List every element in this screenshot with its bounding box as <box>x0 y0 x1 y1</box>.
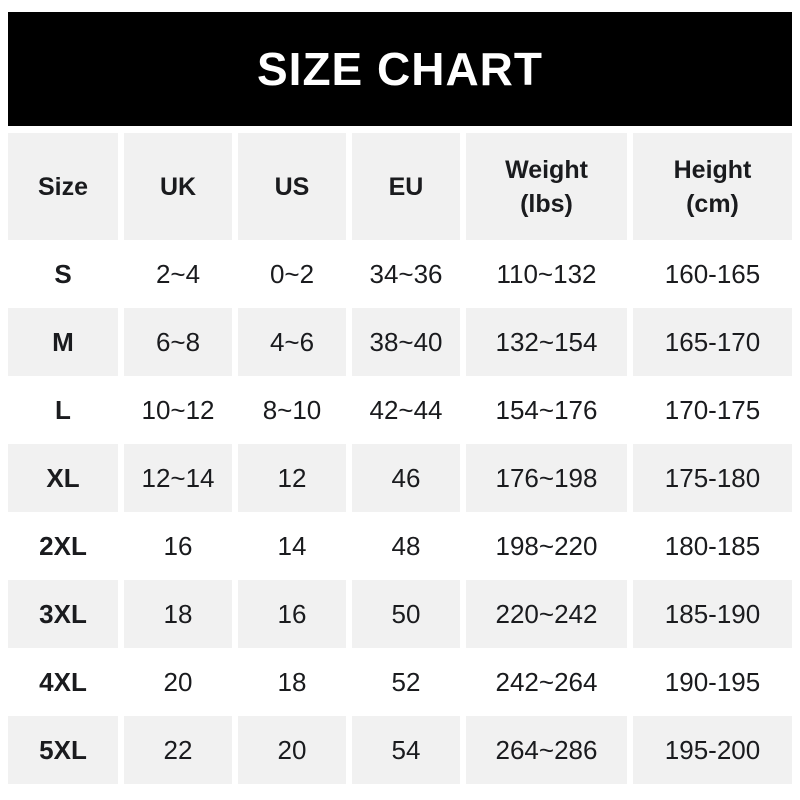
cell-us: 4~6 <box>238 308 346 376</box>
cell-height: 190-195 <box>633 648 792 716</box>
cell-us: 8~10 <box>238 376 346 444</box>
cell-weight: 220~242 <box>466 580 627 648</box>
table-row-l: L 10~12 8~10 42~44 154~176 170-175 <box>8 376 792 444</box>
header-label: Weight <box>505 155 588 184</box>
table-row-m: M 6~8 4~6 38~40 132~154 165-170 <box>8 308 792 376</box>
header-sublabel: (lbs) <box>520 189 573 218</box>
cell-eu: 46 <box>352 444 460 512</box>
header-label: Height <box>673 155 752 184</box>
cell-eu: 34~36 <box>352 240 460 308</box>
header-cell-us: US <box>238 133 346 240</box>
cell-us: 18 <box>238 648 346 716</box>
cell-eu: 42~44 <box>352 376 460 444</box>
header-cell-height: Height (cm) <box>633 133 792 240</box>
cell-uk: 12~14 <box>124 444 232 512</box>
cell-height: 175-180 <box>633 444 792 512</box>
cell-us: 14 <box>238 512 346 580</box>
cell-weight: 110~132 <box>466 240 627 308</box>
cell-eu: 54 <box>352 716 460 784</box>
table-row-2xl: 2XL 16 14 48 198~220 180-185 <box>8 512 792 580</box>
cell-height: 170-175 <box>633 376 792 444</box>
header-cell-eu: EU <box>352 133 460 240</box>
header-cell-weight: Weight (lbs) <box>466 133 627 240</box>
table-row-s: S 2~4 0~2 34~36 110~132 160-165 <box>8 240 792 308</box>
cell-weight: 198~220 <box>466 512 627 580</box>
header-cell-uk: UK <box>124 133 232 240</box>
cell-uk: 22 <box>124 716 232 784</box>
table-row-3xl: 3XL 18 16 50 220~242 185-190 <box>8 580 792 648</box>
cell-us: 16 <box>238 580 346 648</box>
cell-weight: 132~154 <box>466 308 627 376</box>
cell-eu: 38~40 <box>352 308 460 376</box>
header-label: EU <box>388 172 424 201</box>
cell-uk: 20 <box>124 648 232 716</box>
cell-uk: 18 <box>124 580 232 648</box>
cell-height: 180-185 <box>633 512 792 580</box>
cell-eu: 52 <box>352 648 460 716</box>
size-table: Size UK US EU Weight (lbs) Height (cm) S 2… <box>8 133 792 784</box>
header-cell-size: Size <box>8 133 118 240</box>
header-label: UK <box>159 172 197 201</box>
cell-size: S <box>8 240 118 308</box>
cell-size: L <box>8 376 118 444</box>
page-title: SIZE CHART <box>257 43 543 95</box>
cell-weight: 176~198 <box>466 444 627 512</box>
cell-size: XL <box>8 444 118 512</box>
cell-weight: 242~264 <box>466 648 627 716</box>
header-label: Size <box>37 172 89 201</box>
cell-size: 3XL <box>8 580 118 648</box>
header-sublabel: (cm) <box>686 189 739 218</box>
cell-height: 195-200 <box>633 716 792 784</box>
cell-height: 185-190 <box>633 580 792 648</box>
cell-us: 20 <box>238 716 346 784</box>
cell-us: 0~2 <box>238 240 346 308</box>
cell-size: 4XL <box>8 648 118 716</box>
cell-eu: 48 <box>352 512 460 580</box>
cell-uk: 16 <box>124 512 232 580</box>
table-row-xl: XL 12~14 12 46 176~198 175-180 <box>8 444 792 512</box>
cell-height: 165-170 <box>633 308 792 376</box>
cell-size: M <box>8 308 118 376</box>
cell-uk: 2~4 <box>124 240 232 308</box>
cell-uk: 6~8 <box>124 308 232 376</box>
size-chart-banner: SIZE CHART <box>8 12 792 126</box>
table-row-4xl: 4XL 20 18 52 242~264 190-195 <box>8 648 792 716</box>
cell-size: 5XL <box>8 716 118 784</box>
cell-uk: 10~12 <box>124 376 232 444</box>
cell-us: 12 <box>238 444 346 512</box>
cell-weight: 264~286 <box>466 716 627 784</box>
table-row-5xl: 5XL 22 20 54 264~286 195-200 <box>8 716 792 784</box>
cell-height: 160-165 <box>633 240 792 308</box>
cell-size: 2XL <box>8 512 118 580</box>
header-row: Size UK US EU Weight (lbs) Height (cm) <box>8 133 792 240</box>
cell-weight: 154~176 <box>466 376 627 444</box>
cell-eu: 50 <box>352 580 460 648</box>
header-label: US <box>274 172 310 201</box>
